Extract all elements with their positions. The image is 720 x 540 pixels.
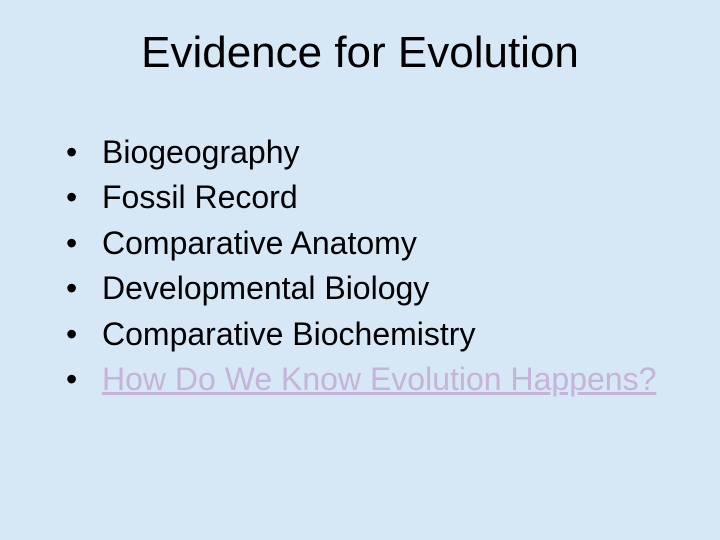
list-item-text: Developmental Biology (102, 266, 680, 311)
bullet-marker: • (66, 175, 102, 220)
bullet-marker: • (66, 357, 102, 402)
slide-title: Evidence for Evolution (40, 28, 680, 78)
slide-container: Evidence for Evolution • Biogeography • … (0, 0, 720, 540)
list-item-link[interactable]: How Do We Know Evolution Happens? (102, 357, 680, 402)
bullet-marker: • (66, 130, 102, 175)
list-item: • Comparative Anatomy (66, 221, 680, 266)
list-item-text: Biogeography (102, 130, 680, 175)
list-item-text: Fossil Record (102, 175, 680, 220)
bullet-marker: • (66, 266, 102, 311)
list-item: • Developmental Biology (66, 266, 680, 311)
bullet-list: • Biogeography • Fossil Record • Compara… (40, 130, 680, 403)
list-item: • How Do We Know Evolution Happens? (66, 357, 680, 402)
bullet-marker: • (66, 221, 102, 266)
list-item: • Fossil Record (66, 175, 680, 220)
list-item: • Comparative Biochemistry (66, 312, 680, 357)
bullet-marker: • (66, 312, 102, 357)
list-item-text: Comparative Anatomy (102, 221, 680, 266)
list-item: • Biogeography (66, 130, 680, 175)
list-item-text: Comparative Biochemistry (102, 312, 680, 357)
